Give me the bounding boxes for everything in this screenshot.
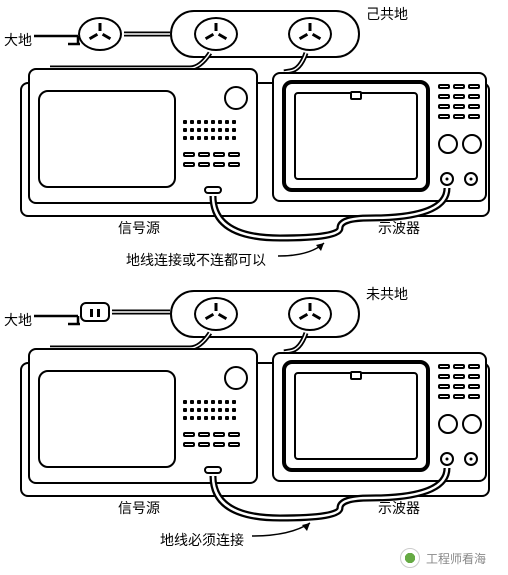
scope-btns-1c — [438, 104, 480, 109]
ground-note-2: 地线必须连接 — [160, 530, 244, 550]
attribution: 工程师看海 — [400, 548, 486, 568]
ground-note-1: 地线连接或不连都可以 — [126, 250, 266, 270]
strip-socket-2-icon — [288, 17, 332, 51]
sig2-dots-2 — [183, 408, 236, 412]
sig2-btns-2 — [183, 442, 240, 447]
scope-bnc-2-icon — [464, 172, 478, 186]
sig-label-1: 信号源 — [118, 218, 160, 238]
scope-screen-inner-1 — [294, 92, 418, 180]
sig-knob-icon — [224, 86, 248, 110]
scope-btns-1d — [438, 114, 480, 119]
sig-btns-2 — [183, 162, 240, 167]
sig-dots-3 — [183, 136, 236, 140]
scope2-btns-b — [438, 374, 480, 379]
wechat-logo-icon — [400, 548, 420, 568]
wall-socket-icon — [78, 17, 122, 51]
scope-label-1: 示波器 — [378, 218, 420, 238]
scope-label-2: 示波器 — [378, 498, 420, 518]
strip2-socket-1-icon — [194, 297, 238, 331]
scope-screen-inner-2 — [294, 372, 418, 460]
scope-bnc-1-icon — [440, 172, 454, 186]
sig-knob-2-icon — [224, 366, 248, 390]
scope2-bnc-1-icon — [440, 452, 454, 466]
scope2-btns-c — [438, 384, 480, 389]
scope-btns-1a — [438, 84, 480, 89]
sig-screen-2 — [38, 370, 176, 468]
scope-knob-1-icon — [438, 134, 458, 154]
sig-dots-2 — [183, 128, 236, 132]
scope2-bnc-2-icon — [464, 452, 478, 466]
title-grounded: 己共地 — [366, 4, 408, 24]
strip2-socket-2-icon — [288, 297, 332, 331]
sig-screen-1 — [38, 90, 176, 188]
sig2-dots-1 — [183, 400, 236, 404]
title-ungrounded: 未共地 — [366, 284, 408, 304]
sig2-dots-3 — [183, 416, 236, 420]
scope-knob-2-icon — [462, 134, 482, 154]
scope2-btns-d — [438, 394, 480, 399]
earth-symbol-icon — [34, 30, 80, 60]
scope2-knob-2-icon — [462, 414, 482, 434]
earth-label-1: 大地 — [4, 30, 32, 50]
sig-dots-1 — [183, 120, 236, 124]
sig-output-port-icon — [204, 186, 222, 194]
scope2-knob-1-icon — [438, 414, 458, 434]
sig-btns-1 — [183, 152, 240, 157]
sig2-output-port-icon — [204, 466, 222, 474]
earth-label-2: 大地 — [4, 310, 32, 330]
earth-symbol-2-icon — [34, 310, 80, 340]
strip-socket-1-icon — [194, 17, 238, 51]
sig-label-2: 信号源 — [118, 498, 160, 518]
two-pin-plug-icon — [80, 302, 110, 322]
sig2-btns-1 — [183, 432, 240, 437]
scope2-btns-a — [438, 364, 480, 369]
scope-btns-1b — [438, 94, 480, 99]
attribution-text: 工程师看海 — [426, 550, 486, 567]
